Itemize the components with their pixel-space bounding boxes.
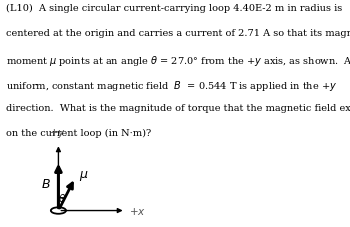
Text: $\mu$: $\mu$	[79, 168, 88, 182]
Text: $+x$: $+x$	[129, 205, 146, 216]
Text: uniform, constant magnetic field  $B$  = 0.544 T is applied in the +$y$: uniform, constant magnetic field $B$ = 0…	[6, 79, 337, 93]
Text: direction.  What is the magnitude of torque that the magnetic field exerts: direction. What is the magnitude of torq…	[6, 104, 350, 113]
Text: on the current loop (in N·m)?: on the current loop (in N·m)?	[6, 128, 152, 138]
Text: $\theta$: $\theta$	[58, 191, 66, 203]
Text: $B$: $B$	[41, 177, 51, 190]
Text: $+y$: $+y$	[49, 126, 65, 139]
Text: centered at the origin and carries a current of 2.71 A so that its magnetic: centered at the origin and carries a cur…	[6, 29, 350, 38]
Text: (L10)  A single circular current-carrying loop 4.40E-2 m in radius is: (L10) A single circular current-carrying…	[6, 4, 343, 13]
Text: moment $\mu$ points at an angle $\theta$ = 27.0° from the +$y$ axis, as shown.  : moment $\mu$ points at an angle $\theta$…	[6, 54, 350, 68]
